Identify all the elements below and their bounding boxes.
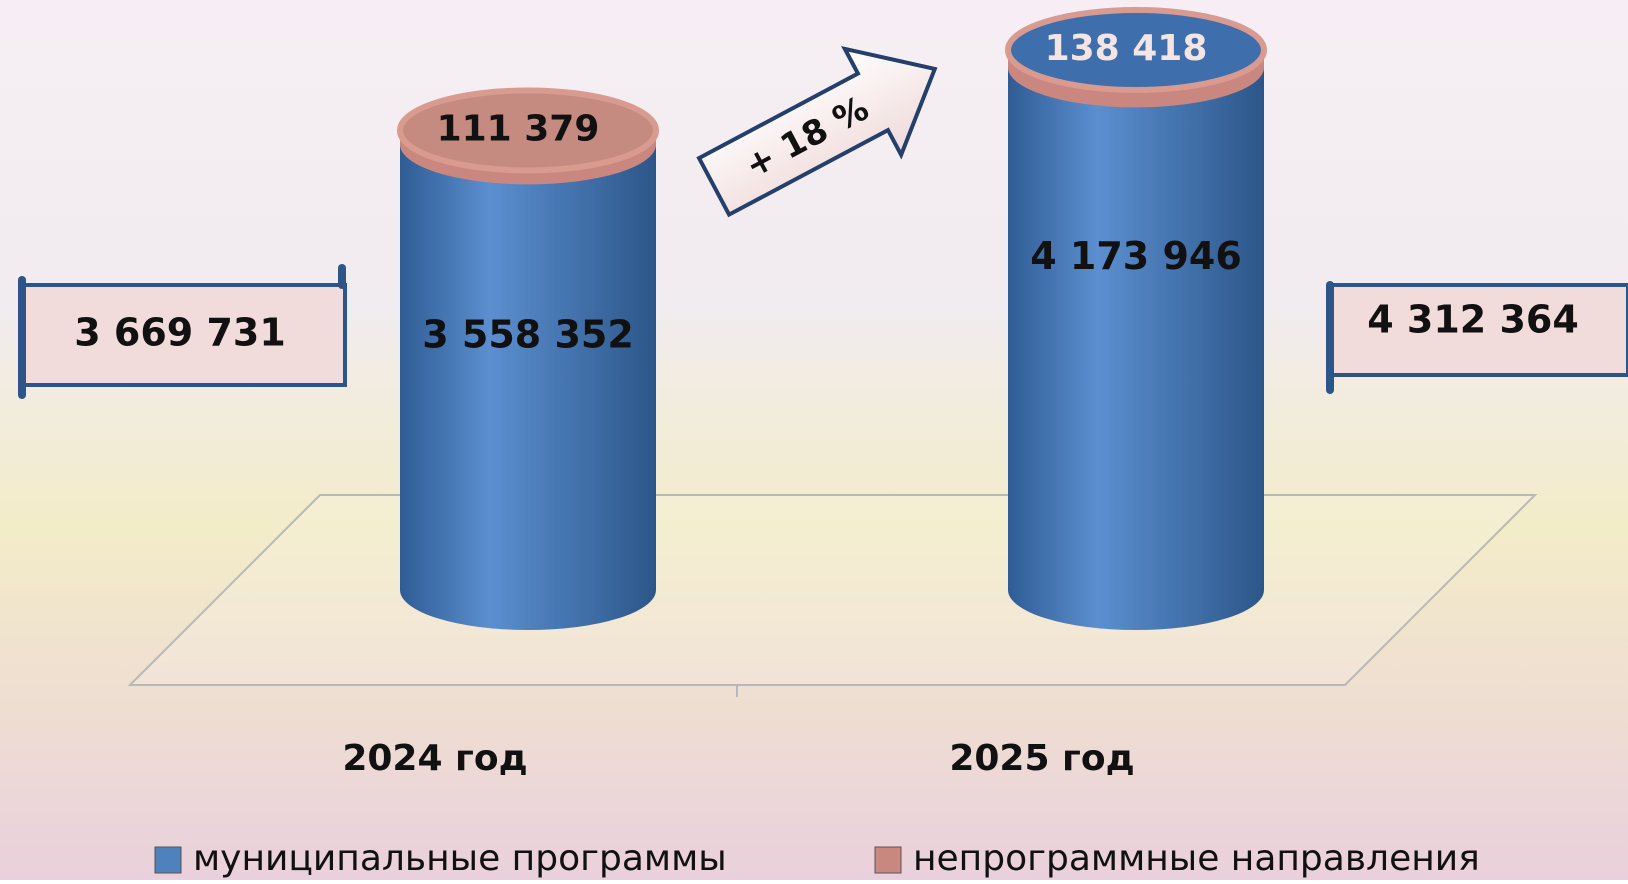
cylinder-cap — [397, 87, 659, 174]
total-box-1 — [1326, 281, 1628, 394]
legend-label: муниципальные программы — [193, 838, 727, 879]
value-label: 4 173 946 — [1030, 234, 1242, 278]
legend-label: непрограммные направления — [913, 838, 1480, 879]
total-label: 3 669 731 — [74, 311, 286, 355]
cylinder-segment — [1008, 67, 1264, 630]
value-label: 138 418 — [1045, 28, 1208, 69]
x-tick-label: 2025 год — [949, 738, 1134, 779]
value-label: 3 558 352 — [422, 313, 634, 357]
legend-swatch — [874, 846, 902, 874]
total-label: 4 312 364 — [1367, 298, 1579, 342]
x-tick-label: 2024 год — [342, 738, 527, 779]
floor — [127, 494, 1538, 697]
cylinder-cap — [1005, 7, 1267, 93]
value-label: 111 379 — [437, 108, 600, 149]
total-box-0 — [18, 264, 347, 399]
cylinder-segment — [400, 144, 656, 630]
legend-swatch — [154, 846, 182, 874]
